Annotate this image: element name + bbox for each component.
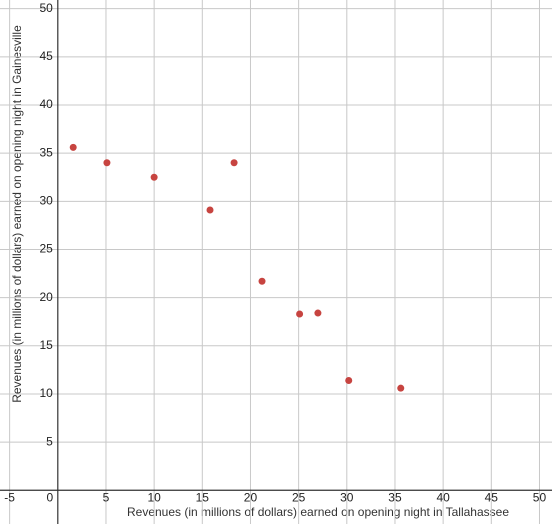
point: [150, 173, 158, 181]
y-tick-label: 45: [39, 49, 53, 63]
x-tick-label: 5: [103, 490, 110, 504]
x-tick-label: 10: [147, 490, 161, 504]
y-tick-label: 5: [46, 434, 53, 448]
point: [397, 384, 405, 392]
point: [258, 277, 266, 285]
x-tick-label: 30: [340, 490, 354, 504]
x-tick-label: 45: [485, 490, 499, 504]
y-tick-label: 40: [39, 97, 53, 111]
x-tick-label: 0: [46, 490, 53, 504]
point: [345, 376, 353, 384]
point: [103, 159, 111, 167]
y-tick-label: 30: [39, 193, 53, 207]
y-tick-label: 50: [39, 1, 53, 15]
x-tick-label: 15: [196, 490, 210, 504]
point: [230, 159, 238, 167]
y-tick-label: 10: [39, 386, 53, 400]
y-tick-label: 35: [39, 145, 53, 159]
point: [296, 310, 304, 318]
x-tick-label: 50: [533, 490, 547, 504]
x-tick-label: 25: [292, 490, 306, 504]
y-tick-label: 20: [39, 290, 53, 304]
point: [314, 309, 322, 317]
x-tick-label: 40: [436, 490, 450, 504]
y-tick-label: 25: [39, 242, 53, 256]
point: [69, 143, 77, 151]
x-tick-label: -5: [4, 490, 15, 504]
y-tick-label: 15: [39, 338, 53, 352]
y-axis-title: Revenues (in millions of dollars) earned…: [10, 25, 24, 403]
x-tick-label: 20: [244, 490, 258, 504]
point: [206, 206, 214, 214]
x-axis-title: Revenues (in millions of dollars) earned…: [127, 505, 509, 519]
x-tick-label: 35: [388, 490, 402, 504]
